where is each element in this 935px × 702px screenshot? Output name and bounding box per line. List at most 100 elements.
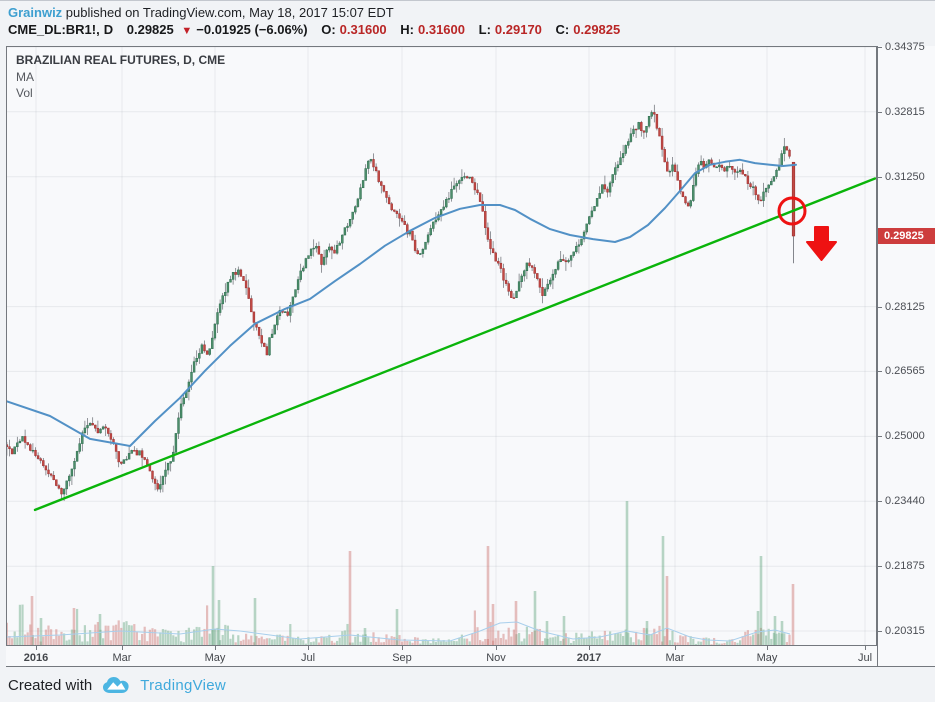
volume-bar	[596, 638, 599, 646]
candle-body	[403, 220, 406, 225]
volume-bar	[351, 642, 354, 646]
volume-bar	[341, 631, 344, 646]
candle-body	[390, 203, 393, 211]
candle-body	[598, 193, 601, 199]
candle-body	[629, 133, 633, 142]
candle-body	[387, 197, 391, 205]
volume-bar	[180, 641, 183, 646]
candle-body	[413, 239, 417, 251]
candle-body	[785, 146, 789, 151]
tradingview-cloud-logo-icon[interactable]	[102, 676, 132, 694]
volume-spike-bar	[661, 536, 665, 646]
candle-body	[270, 333, 274, 338]
change-value: −0.01925 (−6.06%)	[196, 22, 308, 37]
candle-body	[260, 335, 263, 344]
volume-bar	[268, 638, 271, 646]
volume-bar	[440, 641, 443, 646]
candle-body	[354, 206, 357, 213]
volume-bar	[713, 637, 716, 646]
volume-bar	[484, 638, 487, 646]
vol-study-label: Vol	[16, 86, 33, 100]
volume-bar	[681, 636, 684, 646]
tradingview-brand-link[interactable]: TradingView	[140, 676, 227, 694]
author-link[interactable]: Grainwiz	[8, 5, 63, 20]
volume-spike-bar	[665, 576, 669, 646]
volume-bar	[161, 629, 164, 646]
candle-body	[543, 288, 547, 296]
candle-body	[265, 346, 269, 356]
volume-bar	[133, 624, 136, 646]
candle-body	[733, 169, 737, 173]
volume-bar	[676, 642, 679, 646]
time-tick-mark	[767, 646, 768, 650]
volume-bar	[224, 624, 227, 646]
candle-body	[21, 436, 24, 442]
candle-body	[348, 219, 352, 227]
ma-study-label: MA	[16, 69, 34, 84]
volume-bar	[674, 642, 677, 646]
candle-body	[559, 259, 562, 262]
candle-body	[445, 199, 448, 208]
volume-bar	[770, 638, 773, 646]
candle-body	[372, 159, 375, 168]
candle-body	[582, 231, 586, 240]
candle-body	[179, 403, 183, 419]
candle-body	[653, 112, 656, 115]
candle-body	[702, 161, 705, 168]
volume-bar	[697, 641, 700, 646]
volume-bar	[338, 637, 341, 646]
volume-bar	[60, 631, 63, 646]
volume-bar	[8, 636, 11, 646]
candle-body	[296, 279, 300, 290]
candle-body	[156, 483, 159, 490]
candle-body	[421, 249, 425, 254]
time-tick-label: 2016	[23, 652, 49, 664]
candle-body	[549, 279, 552, 285]
price-tick-mark	[877, 566, 882, 568]
candle-body	[621, 153, 625, 159]
candle-body	[75, 451, 79, 462]
candle-body	[247, 287, 250, 299]
volume-bar	[42, 636, 45, 646]
candle-body	[361, 180, 365, 189]
volume-bar	[739, 640, 742, 646]
plot-border	[6, 46, 877, 646]
candle-body	[697, 164, 700, 174]
candle-body	[107, 427, 110, 434]
candle-body	[601, 184, 604, 194]
footer: Created with TradingView	[8, 674, 226, 696]
volume-bar	[221, 634, 224, 646]
down-arrow-annotation	[806, 226, 837, 261]
candle-body	[645, 126, 648, 133]
candle-body	[218, 303, 222, 313]
price-tick-label: 0.20315	[885, 624, 925, 637]
volume-bar	[364, 634, 367, 646]
volume-bar	[21, 604, 24, 646]
volume-spike-bar	[30, 596, 34, 646]
candle-body	[772, 176, 776, 182]
volume-bar	[122, 622, 125, 646]
volume-bar	[746, 630, 749, 646]
candle-body	[237, 269, 240, 275]
candle-body	[346, 225, 349, 228]
volume-bar	[109, 640, 112, 646]
high-value: 0.31600	[418, 22, 465, 37]
volume-bar	[237, 635, 240, 646]
candle-body	[325, 249, 328, 258]
candle-body	[484, 211, 487, 229]
candle-body	[398, 213, 401, 219]
volume-bar	[328, 634, 331, 646]
candle-body	[746, 175, 750, 184]
volume-bar	[252, 642, 255, 646]
volume-bar	[531, 631, 534, 646]
volume-bar	[494, 638, 497, 646]
volume-bar	[232, 634, 235, 646]
volume-bar	[213, 629, 216, 646]
candle-body	[694, 173, 698, 186]
volume-bar	[367, 637, 370, 646]
volume-bar	[304, 643, 307, 646]
volume-spike-bar	[348, 551, 352, 646]
candle-body	[393, 209, 396, 212]
volume-bar	[349, 642, 352, 646]
candle-body	[153, 478, 157, 484]
